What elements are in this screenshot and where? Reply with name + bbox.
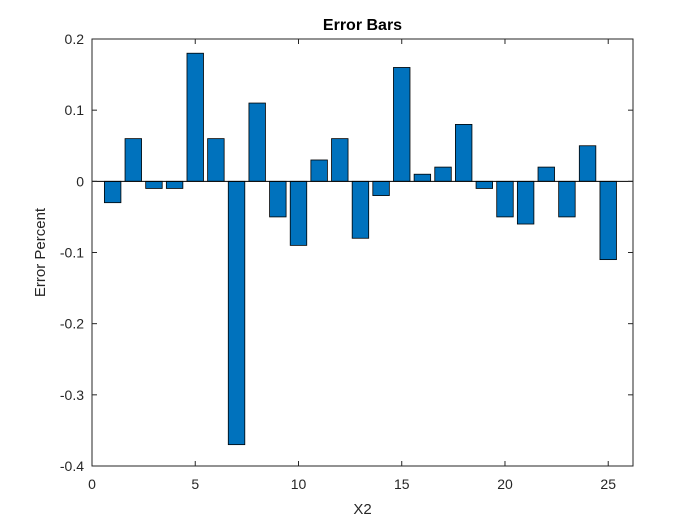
bar-10	[289, 180, 308, 246]
bar-8	[248, 102, 266, 182]
bar-19	[475, 180, 493, 189]
bar-20	[496, 180, 514, 218]
bar-18	[455, 124, 473, 182]
bar-17	[434, 166, 452, 182]
bar-25	[599, 180, 617, 261]
bar-7	[227, 180, 246, 446]
x-tick-label: 15	[394, 476, 410, 492]
x-axis-ticks: 0 5 10 15 20 25	[88, 39, 616, 492]
y-axis-ticks: -0.4 -0.3 -0.2 -0.1 0 0.1 0.2	[60, 31, 633, 474]
y-tick-label: 0	[76, 173, 84, 189]
y-tick-label: 0.2	[65, 31, 85, 47]
bar-21	[516, 180, 535, 225]
bar-3	[145, 180, 163, 189]
bar-5	[186, 52, 204, 182]
bar-14	[372, 180, 390, 196]
bar-11	[310, 159, 328, 182]
bar-9	[269, 180, 287, 218]
bar-6	[207, 138, 225, 182]
bar-1	[103, 180, 122, 204]
bar-22	[537, 166, 555, 182]
bar-2	[124, 138, 142, 182]
y-tick-label: 0.1	[65, 102, 85, 118]
bar-16	[413, 173, 432, 182]
bar-15	[393, 67, 411, 182]
x-tick-label: 25	[600, 476, 616, 492]
x-tick-label: 20	[497, 476, 513, 492]
x-tick-label: 10	[291, 476, 307, 492]
bar-13	[351, 180, 370, 239]
bar-12	[331, 138, 349, 182]
y-axis-label: Error Percent	[32, 207, 49, 297]
x-axis-label: X2	[353, 501, 371, 518]
bars-layer	[103, 52, 617, 446]
bar-24	[578, 145, 597, 182]
bar-4	[165, 180, 184, 189]
y-tick-label: -0.2	[60, 316, 84, 332]
y-tick-label: -0.1	[60, 245, 84, 261]
x-tick-label: 0	[88, 476, 96, 492]
x-tick-label: 5	[191, 476, 199, 492]
y-tick-label: -0.4	[60, 458, 84, 474]
chart-title: Error Bars	[323, 17, 402, 34]
bar-23	[558, 180, 576, 218]
y-tick-label: -0.3	[60, 387, 84, 403]
